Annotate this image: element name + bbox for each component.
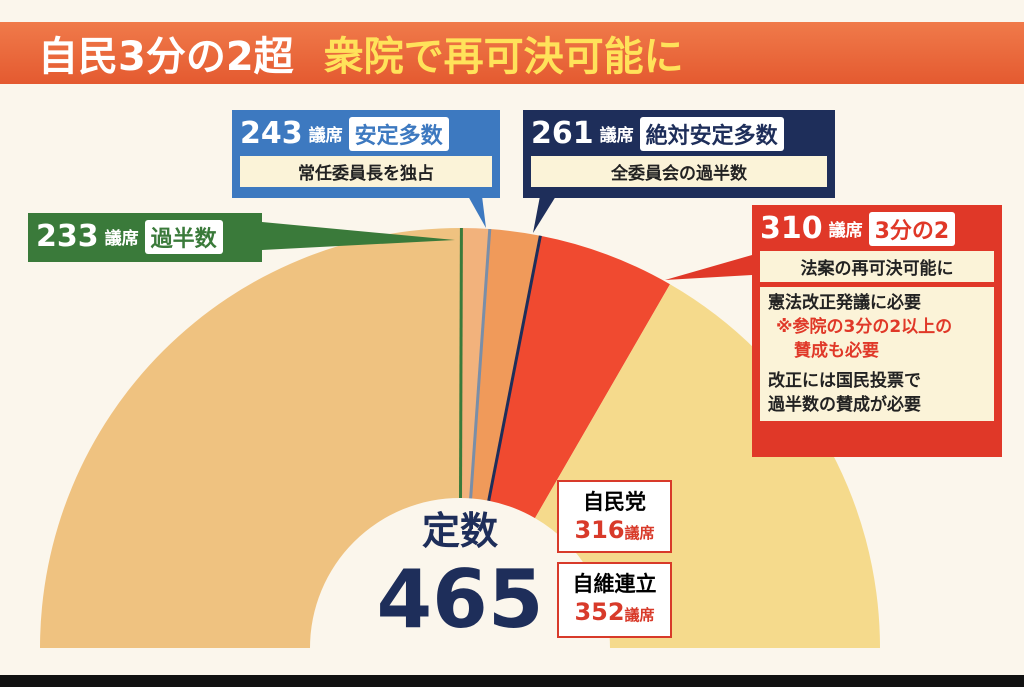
unit: 議席 [624, 524, 655, 542]
threshold-line [469, 228, 492, 499]
result-name: 自民党 [583, 490, 646, 514]
pointer [533, 196, 556, 233]
seats: 243 [240, 116, 303, 151]
threshold-box: 233 議席 過半数 [28, 213, 262, 262]
seat-wedge [488, 235, 670, 519]
total: 定数 465 [360, 500, 560, 645]
seats: 310 [760, 211, 823, 246]
result-name: 自維連立 [572, 572, 657, 596]
unit: 議席 [599, 126, 634, 146]
title-bar: 自民3分の2超 衆院で再可決可能に [0, 22, 1024, 84]
result-box: 自維連立 352議席 [557, 562, 672, 638]
note: 全委員会の過半数 [531, 156, 827, 187]
total-label: 定数 [421, 509, 498, 553]
unit: 議席 [104, 229, 139, 249]
note: 改正には国民投票で [768, 371, 921, 391]
note-block: 憲法改正発議に必要 ※参院の3分の2以上の 賛成も必要 改正には国民投票で 過半… [760, 287, 994, 421]
pointer [468, 196, 486, 228]
pointer [262, 222, 455, 250]
total-value: 465 [376, 553, 544, 646]
label: 過半数 [144, 219, 223, 254]
bottom-strip [0, 675, 1024, 687]
note: ※参院の3分の2以上の [776, 317, 953, 337]
threshold-box: 243 議席 安定多数 常任委員長を独占 [232, 110, 500, 198]
result-seats: 316 [574, 516, 625, 544]
seat-wedge [40, 228, 462, 648]
label: 安定多数 [348, 116, 449, 151]
threshold-box: 261 議席 絶対安定多数 全委員会の過半数 [523, 110, 835, 198]
title-main: 自民3分の2超 [38, 34, 294, 80]
note: 過半数の賛成が必要 [768, 395, 921, 415]
seat-wedge [535, 284, 880, 648]
note: 常任委員長を独占 [240, 156, 492, 187]
seats: 233 [36, 219, 99, 254]
seat-wedge [470, 229, 541, 501]
label: 3分の2 [868, 211, 956, 246]
seats: 261 [531, 116, 594, 151]
unit: 議席 [308, 126, 343, 146]
unit: 議席 [624, 606, 655, 624]
threshold-box: 310 議席 3分の2 法案の再可決可能に 憲法改正発議に必要 ※参院の3分の2以上… [752, 205, 1002, 457]
title-sub: 衆院で再可決可能に [323, 34, 684, 80]
seat-wedge [460, 228, 490, 499]
note: 憲法改正発議に必要 [768, 293, 921, 313]
pointer [665, 255, 752, 280]
threshold-line [487, 235, 542, 502]
threshold-line [459, 227, 463, 499]
result-seats: 352 [574, 598, 625, 626]
note: 賛成も必要 [794, 341, 879, 361]
note: 法案の再可決可能に [760, 251, 994, 282]
label: 絶対安定多数 [639, 116, 784, 151]
result-box: 自民党 316議席 [557, 480, 672, 553]
unit: 議席 [828, 221, 863, 241]
